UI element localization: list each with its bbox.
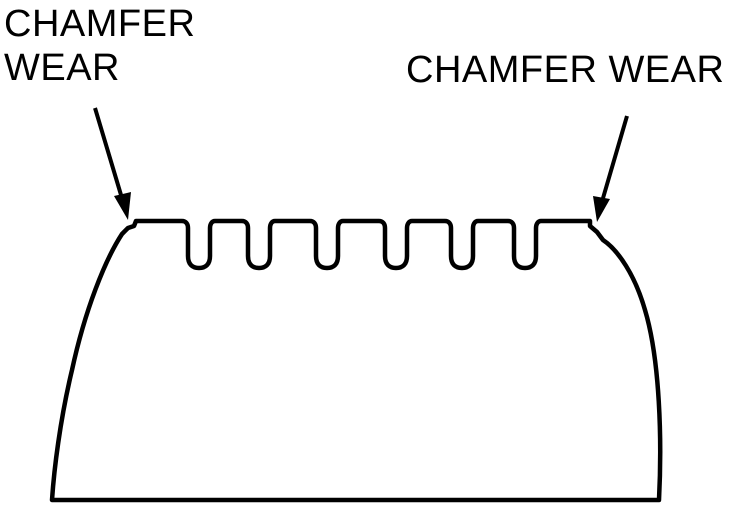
left-label-line-2: WEAR [4, 47, 120, 89]
right-chamfer-wear-label: CHAMFER WEAR [406, 49, 725, 91]
right-arrow [593, 115, 629, 222]
left-label-line-1: CHAMFER [4, 3, 196, 45]
left-chamfer-notch [120, 224, 135, 236]
left-arrowhead [114, 192, 131, 220]
left-arrow [93, 107, 131, 220]
left-chamfer-wear-label: CHAMFER WEAR [4, 2, 195, 90]
right-arrowhead [593, 196, 610, 222]
right-chamfer-notch [589, 224, 605, 241]
tread-block-outline [49, 218, 663, 503]
